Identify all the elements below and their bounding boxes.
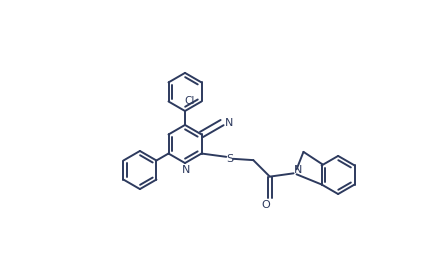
Text: N: N bbox=[294, 165, 302, 175]
Text: O: O bbox=[261, 200, 270, 210]
Text: S: S bbox=[227, 154, 234, 164]
Text: N: N bbox=[182, 165, 190, 175]
Text: Cl: Cl bbox=[184, 97, 195, 107]
Text: N: N bbox=[225, 118, 233, 128]
